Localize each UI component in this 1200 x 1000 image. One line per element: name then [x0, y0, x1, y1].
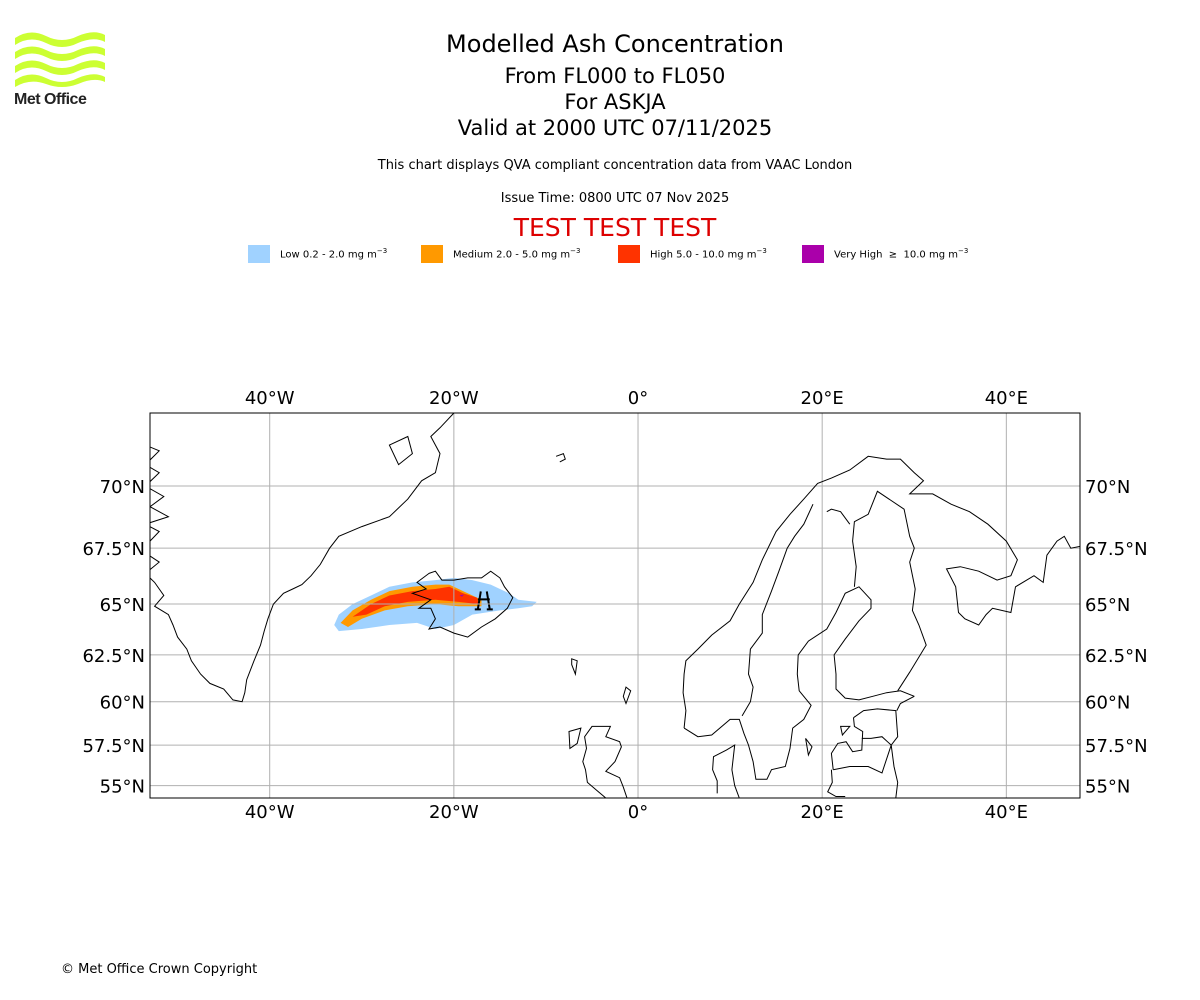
met-office-waves-logo-icon	[15, 32, 105, 87]
gotland-coast	[805, 738, 813, 757]
logo-text: Met Office	[14, 91, 87, 108]
lat-tick-label-left: 70°N	[100, 477, 145, 498]
jan-mayen-coast	[555, 452, 566, 463]
lat-tick-label-left: 65°N	[100, 595, 145, 616]
latvia-coast	[830, 717, 864, 770]
lon-tick-label-bottom: 20°W	[429, 802, 479, 823]
legend-label-very-high: Very High ≥ 10.0 mg m−3	[834, 246, 969, 261]
scotland-coast	[582, 725, 628, 798]
legend-label-low: Low 0.2 - 2.0 mg m−3	[280, 246, 388, 261]
lon-tick-label-bottom: 40°W	[245, 802, 295, 823]
norway-sweden-border	[741, 503, 814, 717]
legend-item-high: High 5.0 - 10.0 mg m−3	[618, 244, 767, 263]
legend-item-low: Low 0.2 - 2.0 mg m−3	[248, 244, 387, 263]
lat-tick-label-right: 67.5°N	[1085, 539, 1148, 560]
ash-concentration-map[interactable]: 40°W 40°W 20°W 20°W 0° 0° 20°E 20°E 40°E 40°E 70°N…	[0, 370, 1200, 830]
lat-tick-label-right: 55°N	[1085, 777, 1130, 798]
test-banner: TEST TEST TEST	[513, 213, 717, 242]
volcano-marker-icon	[474, 591, 493, 611]
estonia-border	[853, 708, 899, 798]
lat-tick-label-right: 57.5°N	[1085, 736, 1148, 757]
axis-tick-labels: 40°W 40°W 20°W 20°W 0° 0° 20°E 20°E 40°E 40°E 70°N…	[82, 388, 1147, 823]
valid-time: Valid at 2000 UTC 07/11/2025	[457, 116, 773, 140]
map-frame	[149, 412, 1081, 799]
lon-tick-label-bottom: 20°E	[801, 802, 844, 823]
greenland-coast	[150, 413, 455, 703]
scandinavia-russia-coast	[682, 455, 1080, 729]
graticule	[150, 413, 1080, 798]
chart-description: This chart displays QVA compliant concen…	[377, 158, 853, 173]
coastlines	[150, 413, 1080, 798]
lat-tick-label-right: 60°N	[1085, 693, 1130, 714]
baltic-coast	[683, 586, 915, 780]
legend-swatch-medium	[421, 244, 443, 263]
legend-swatch-low	[248, 244, 270, 263]
legend-swatch-high	[618, 244, 640, 263]
lat-tick-label-right: 70°N	[1085, 477, 1130, 498]
lon-tick-label-top: 0°	[628, 388, 648, 409]
saaremaa-coast	[839, 725, 851, 737]
greenland-fjord	[388, 435, 413, 466]
lat-tick-label-left: 55°N	[100, 777, 145, 798]
legend-swatch-very-high	[802, 244, 824, 263]
lon-tick-label-bottom: 0°	[628, 802, 648, 823]
flight-level-range: From FL000 to FL050	[504, 64, 726, 88]
lat-tick-label-left: 60°N	[100, 693, 145, 714]
legend-item-medium: Medium 2.0 - 5.0 mg m−3	[421, 244, 580, 263]
lat-tick-label-right: 62.5°N	[1085, 646, 1148, 667]
lat-tick-label-left: 57.5°N	[82, 736, 145, 757]
lat-tick-label-left: 67.5°N	[82, 539, 145, 560]
finland-russia-border	[852, 490, 927, 692]
met-office-logo: Met Office	[14, 30, 109, 112]
legend-label-high: High 5.0 - 10.0 mg m−3	[650, 246, 767, 261]
russia-estonia-coast	[896, 695, 915, 711]
volcano-name: For ASKJA	[564, 90, 666, 114]
lat-tick-label-right: 65°N	[1085, 595, 1130, 616]
legend-label-medium: Medium 2.0 - 5.0 mg m−3	[453, 246, 581, 261]
copyright-notice: © Met Office Crown Copyright	[61, 962, 258, 977]
faroe-coast	[571, 658, 578, 677]
issue-time: Issue Time: 0800 UTC 07 Nov 2025	[500, 191, 730, 206]
latvia-lithuania-border	[833, 744, 892, 774]
legend-item-very-high: Very High ≥ 10.0 mg m−3	[802, 244, 968, 263]
lon-tick-label-top: 20°E	[801, 388, 844, 409]
shetland-coast	[622, 686, 632, 705]
chart-title: Modelled Ash Concentration	[446, 30, 784, 58]
lat-tick-label-left: 62.5°N	[82, 646, 145, 667]
ash-high-area	[352, 586, 479, 617]
map-background	[150, 413, 1080, 798]
iceland-coast	[410, 570, 514, 638]
lon-tick-label-bottom: 40°E	[985, 802, 1028, 823]
lon-tick-label-top: 40°W	[245, 388, 295, 409]
ash-very-high-area	[459, 594, 464, 597]
denmark-coast	[712, 744, 740, 798]
estonia-latvia-border	[861, 736, 892, 746]
finland-norway-border	[826, 508, 851, 525]
lon-tick-label-top: 40°E	[985, 388, 1028, 409]
lon-tick-label-top: 20°W	[429, 388, 479, 409]
hebrides-coast	[568, 727, 582, 750]
lithuania-coast	[827, 769, 846, 797]
